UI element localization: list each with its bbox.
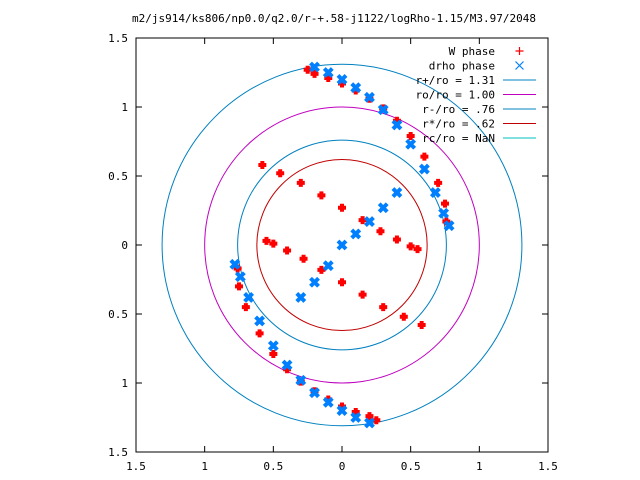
point-0-1: [310, 69, 319, 78]
point-1-29: [243, 292, 255, 303]
circles-layer: [161, 63, 523, 427]
point-0-19: [376, 227, 385, 236]
y-tick-label-0: 1.5: [108, 446, 128, 459]
point-1-28: [254, 315, 266, 327]
point-0-13: [258, 160, 267, 169]
point-0-40: [338, 278, 346, 287]
point-1-22: [336, 405, 348, 417]
point-0-10: [434, 178, 443, 187]
point-1-21: [350, 412, 362, 423]
point-0-17: [338, 203, 346, 212]
point-1-9: [429, 187, 441, 198]
point-0-39: [358, 290, 367, 299]
point-0-22: [413, 245, 422, 254]
point-0-9: [420, 152, 429, 161]
legend-label-3: ro/ro = 1.00: [416, 89, 495, 102]
point-0-31: [269, 350, 278, 359]
y-tick-label-2: 0.5: [108, 308, 128, 321]
y-tick-label-1: 1: [121, 377, 128, 390]
point-0-36: [417, 321, 426, 330]
x-tick-label-0: 1.5: [126, 460, 146, 473]
point-0-42: [299, 254, 308, 263]
point-1-0: [309, 61, 320, 73]
point-1-26: [281, 359, 293, 371]
circle-1: [204, 106, 480, 384]
point-0-43: [283, 246, 292, 255]
point-0-2: [324, 74, 333, 83]
point-0-45: [262, 236, 271, 245]
legend-sample-0: [515, 47, 524, 55]
point-1-14: [322, 260, 334, 272]
point-1-18: [377, 202, 389, 214]
x-tick-label-2: 0.5: [263, 460, 283, 473]
point-0-41: [317, 265, 326, 274]
legend-label-5: r*/ro = .62: [422, 118, 495, 131]
point-1-6: [391, 119, 403, 131]
point-0-33: [241, 303, 250, 312]
point-1-12: [295, 292, 307, 303]
chart-title: m2/js914/ks806/np0.0/q2.0/r-+.58-j1122/l…: [132, 12, 536, 25]
point-1-15: [336, 239, 348, 251]
point-1-27: [267, 340, 279, 352]
x-tick-label-1: 1: [201, 460, 208, 473]
point-1-20: [364, 417, 375, 429]
y-tick-label-3: 0: [121, 239, 128, 252]
point-1-17: [364, 216, 375, 227]
point-1-23: [322, 396, 334, 408]
point-1-1: [322, 67, 334, 78]
point-1-11: [443, 220, 455, 232]
point-0-25: [351, 407, 360, 416]
point-1-2: [336, 73, 348, 85]
point-1-16: [350, 228, 362, 240]
point-0-20: [392, 235, 401, 244]
circle-3: [256, 158, 428, 332]
point-0-37: [399, 312, 408, 321]
x-tick-label-5: 1: [476, 460, 483, 473]
point-0-24: [365, 412, 374, 421]
point-1-19: [391, 187, 403, 198]
point-1-3: [350, 82, 362, 94]
legend-label-0: W phase: [449, 45, 495, 58]
series-layer: [229, 61, 455, 429]
point-1-8: [418, 163, 430, 175]
point-0-21: [406, 242, 415, 251]
point-1-25: [295, 374, 307, 386]
point-1-5: [377, 104, 389, 116]
circle-0: [161, 63, 523, 427]
point-0-15: [296, 178, 305, 187]
point-0-11: [441, 199, 449, 208]
point-1-7: [405, 138, 417, 150]
point-0-44: [269, 239, 278, 248]
y-tick-label-6: 1.5: [108, 32, 128, 45]
point-1-31: [229, 258, 241, 270]
y-tick-label-5: 1: [121, 101, 128, 114]
point-1-10: [438, 207, 450, 219]
point-0-14: [276, 169, 285, 178]
y-tick-label-4: 0.5: [108, 170, 128, 183]
legend-label-6: rc/ro = NaN: [422, 132, 495, 145]
point-0-16: [317, 191, 326, 200]
point-0-38: [379, 303, 388, 312]
point-0-32: [255, 329, 264, 338]
series-1: [229, 61, 455, 429]
legend-label-2: r+/ro = 1.31: [416, 74, 495, 87]
legend-label-4: r-/ro = .76: [422, 103, 495, 116]
legend-label-1: drho phase: [429, 60, 495, 73]
point-0-34: [235, 282, 243, 291]
point-0-8: [406, 131, 415, 140]
x-tick-label-4: 0.5: [401, 460, 421, 473]
ticks-layer: 1.5 1 0.5 0 0.5 1 1.51.510.500.511.5: [108, 32, 558, 473]
circle-2: [237, 139, 447, 351]
legend-sample-1: [515, 61, 524, 70]
x-tick-label-6: 1.5: [538, 460, 558, 473]
point-1-13: [309, 276, 320, 288]
point-1-30: [234, 271, 246, 283]
x-tick-label-3: 0: [339, 460, 346, 473]
point-1-4: [364, 91, 375, 103]
point-1-24: [309, 387, 320, 399]
